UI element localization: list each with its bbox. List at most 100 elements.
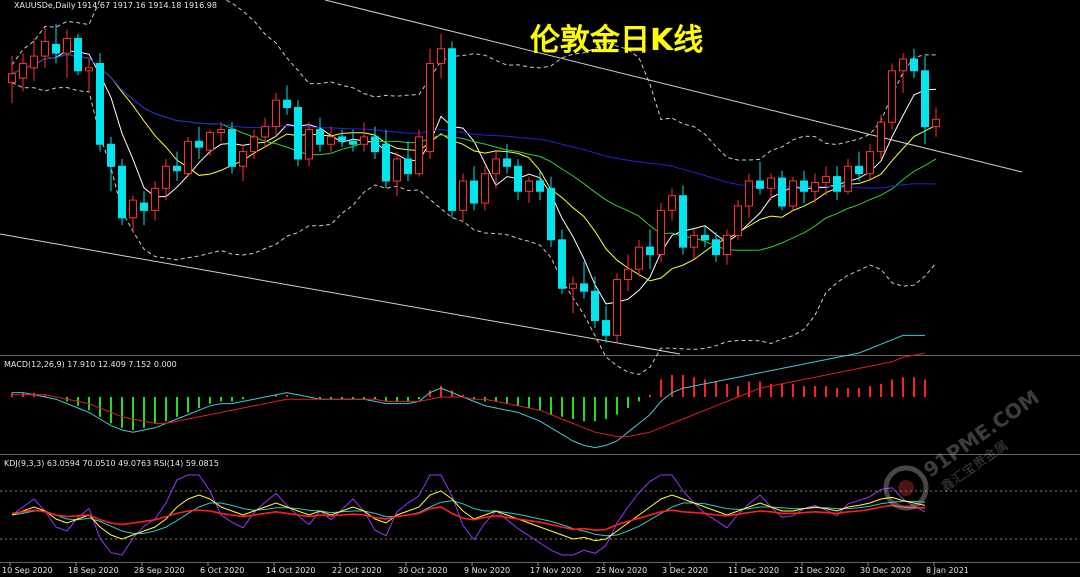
candle-48: [536, 170, 544, 201]
kdj-k-line: [11, 490, 926, 542]
candle-33: [371, 126, 379, 159]
date-label-1: 18 Sep 2020: [68, 566, 119, 575]
date-label-6: 30 Oct 2020: [398, 566, 447, 575]
date-label-13: 30 Dec 2020: [860, 566, 911, 575]
candle-body: [811, 181, 819, 192]
candle-body: [602, 320, 610, 336]
candle-body: [525, 180, 533, 192]
candle-76: [844, 158, 852, 195]
candle-25: [283, 85, 291, 115]
candle-body: [162, 165, 170, 189]
candle-body: [360, 136, 368, 145]
candle-54: [602, 305, 610, 343]
candle-body: [96, 62, 104, 145]
candle-61: [679, 185, 687, 255]
candle-35: [393, 151, 401, 196]
candle-body: [129, 199, 137, 219]
candle-body: [52, 43, 60, 54]
candle-body: [745, 180, 753, 207]
candle-body: [195, 140, 203, 148]
candle-body: [591, 290, 599, 322]
time-axis: 10 Sep 2020 18 Sep 2020 28 Sep 2020 6 Oct 2…: [2, 562, 969, 575]
candle-52: [580, 261, 588, 299]
date-label-8: 17 Nov 2020: [530, 566, 581, 575]
candle-body: [250, 136, 258, 153]
candle-59: [657, 203, 665, 262]
candle-body: [514, 165, 522, 192]
candle-38: [426, 48, 434, 159]
candle-body: [316, 129, 324, 145]
candle-body: [118, 165, 126, 219]
candle-71: [789, 176, 797, 211]
candle-49: [547, 176, 555, 248]
candle-body: [470, 180, 478, 204]
candle-21: [239, 144, 247, 181]
candle-56: [624, 254, 632, 292]
bollinger-lower: [11, 82, 937, 376]
candle-16: [184, 136, 192, 177]
candle-80: [888, 63, 896, 130]
candle-81: [899, 53, 907, 93]
candle-body: [294, 107, 302, 160]
candles: [8, 23, 940, 343]
candle-body: [107, 143, 115, 167]
candle-body: [921, 70, 929, 128]
date-label-10: 3 Dec 2020: [662, 566, 708, 575]
date-label-14: 8 Jan 2021: [926, 566, 969, 575]
candle-31: [349, 129, 357, 152]
candle-body: [382, 143, 390, 182]
candle-body: [371, 136, 379, 153]
candle-17: [195, 126, 203, 159]
candle-9: [107, 136, 115, 192]
candle-body: [690, 234, 698, 248]
candle-55: [613, 273, 621, 343]
date-label-5: 22 Oct 2020: [332, 566, 381, 575]
candle-51: [569, 276, 577, 314]
candle-body: [415, 136, 423, 175]
candle-10: [118, 158, 126, 226]
candle-body: [85, 67, 93, 72]
candle-body: [283, 99, 291, 109]
candle-body: [679, 195, 687, 248]
candle-body: [833, 176, 841, 192]
candle-79: [877, 114, 885, 159]
candle-84: [932, 107, 940, 137]
candle-body: [327, 136, 335, 145]
candle-body: [932, 118, 940, 128]
candle-63: [701, 225, 709, 248]
candle-body: [646, 246, 654, 255]
candle-30: [338, 129, 346, 148]
candle-74: [822, 166, 830, 196]
date-label-11: 11 Dec 2020: [728, 566, 779, 575]
candle-body: [349, 140, 357, 145]
candle-40: [448, 41, 456, 218]
kdj-label: KDJ(9,3,3) 63.0594 70.0510 49.0763 RSI(1…: [4, 459, 219, 468]
candle-46: [514, 158, 522, 201]
candle-77: [855, 151, 863, 181]
candle-body: [239, 151, 247, 167]
date-label-9: 25 Nov 2020: [596, 566, 647, 575]
candle-body: [899, 58, 907, 72]
date-label-7: 9 Nov 2020: [464, 566, 510, 575]
candle-body: [228, 129, 236, 167]
candle-11: [129, 195, 137, 233]
candle-18: [206, 129, 214, 157]
macd-signal-line: [12, 352, 926, 438]
candle-70: [778, 170, 786, 211]
candle-body: [426, 62, 434, 153]
candle-5: [63, 29, 71, 79]
candle-body: [41, 40, 49, 57]
candle-body: [558, 239, 566, 289]
macd-line: [12, 334, 925, 449]
candle-body: [822, 176, 830, 183]
candle-36: [404, 141, 412, 181]
candle-0: [8, 56, 16, 104]
candle-body: [668, 195, 676, 211]
candle-body: [789, 180, 797, 207]
rsi-line: [11, 504, 925, 532]
candle-20: [228, 122, 236, 174]
candle-body: [701, 234, 709, 241]
candle-1: [19, 53, 27, 92]
chart-title: 伦敦金日K线: [530, 23, 703, 58]
